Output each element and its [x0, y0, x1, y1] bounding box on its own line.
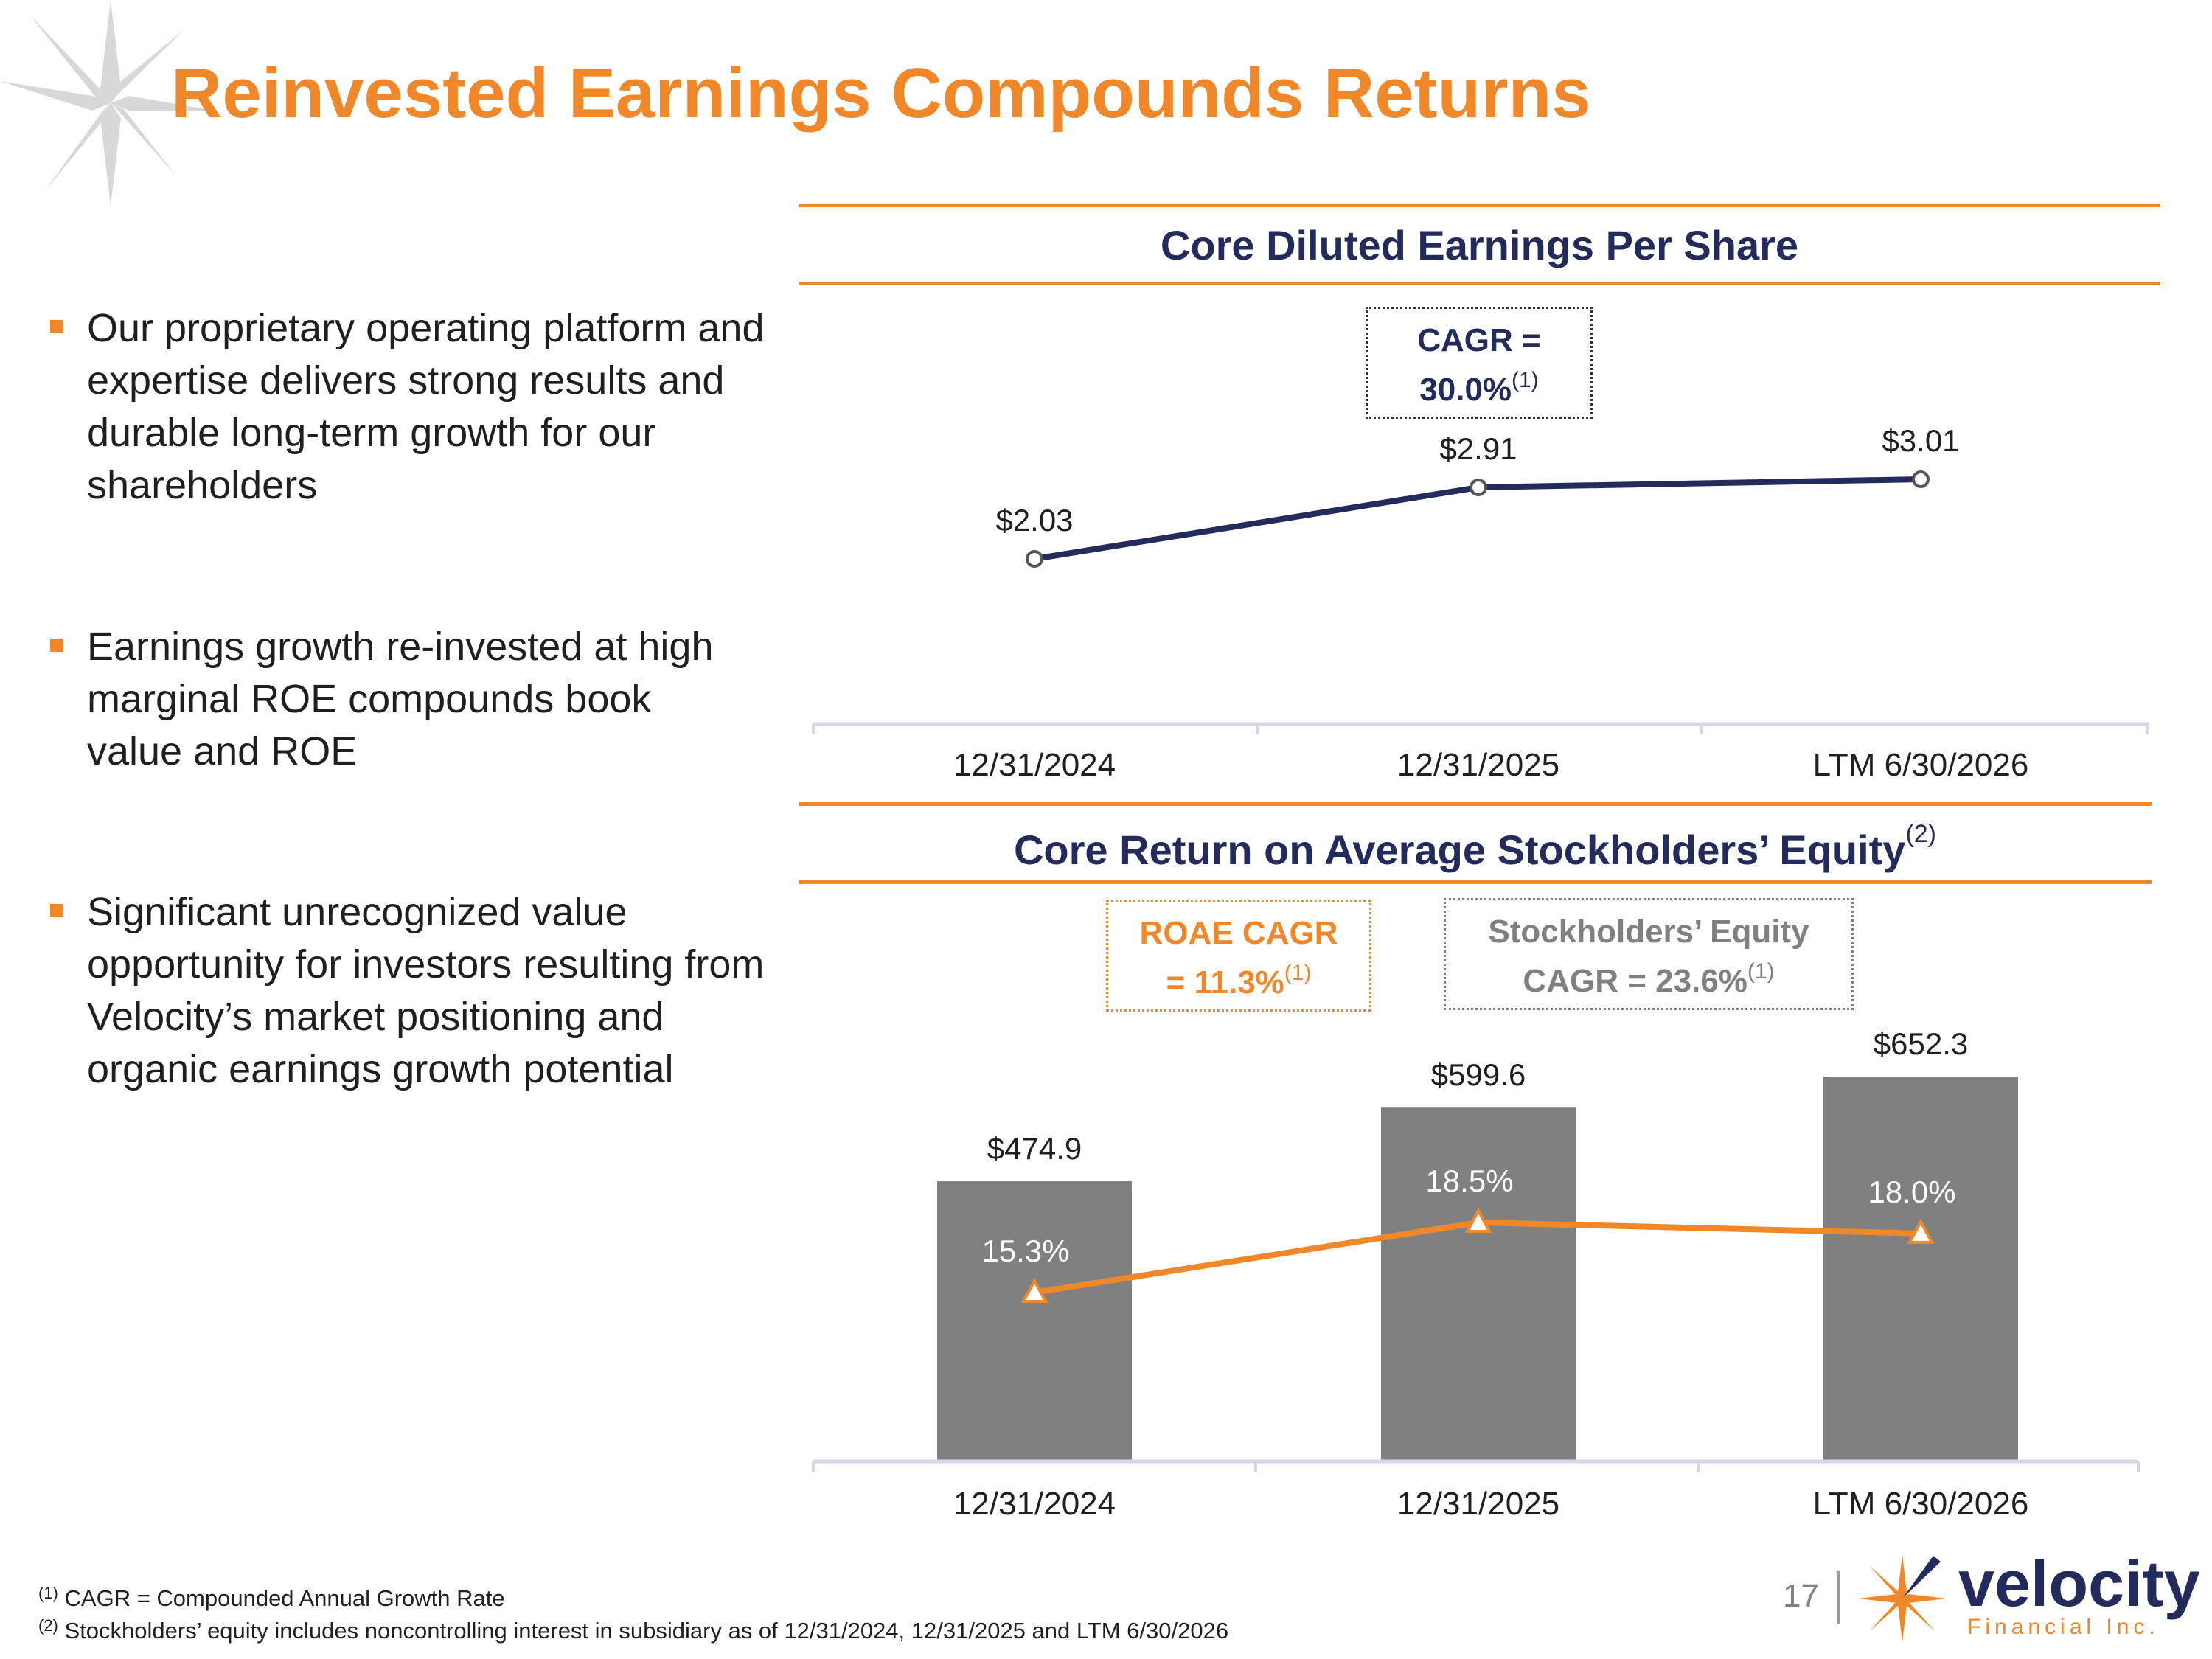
equity-cagr-label: Stockholders’ Equity [1488, 914, 1809, 950]
roae-cagr-note: (1) [1284, 961, 1312, 985]
roae-equity-bar [1381, 1107, 1576, 1461]
footnote-2-mark: (2) [38, 1616, 58, 1635]
roae-data-point [1907, 1218, 1935, 1244]
roae-category-label: 12/31/2024 [953, 1486, 1116, 1522]
velocity-star-logo-icon [1858, 1554, 1947, 1643]
footnote-1-text: CAGR = Compounded Annual Growth Rate [64, 1585, 505, 1611]
bullet-text: Earnings growth re-invested at high marg… [87, 625, 714, 773]
roae-cagr-box: ROAE CAGR = 11.3%(1) [1106, 900, 1371, 1012]
footnote-1-mark: (1) [38, 1584, 58, 1602]
roae-cagr-value-line: = 11.3%(1) [1108, 953, 1369, 1003]
eps-cagr-value: 30.0% [1419, 372, 1512, 408]
bullet-square-icon [50, 320, 63, 333]
footnote-2-text: Stockholders’ equity includes noncontrol… [64, 1618, 1229, 1644]
page-number: 17 [1783, 1578, 1819, 1614]
roae-data-label: 15.3% [981, 1234, 1069, 1268]
page-title: Reinvested Earnings Compounds Returns [171, 54, 1591, 133]
bullet-text: Significant unrecognized value opportuni… [87, 890, 765, 1091]
roae-cagr-value: = 11.3% [1166, 964, 1284, 1001]
roae-bottom-rule [799, 880, 2152, 884]
roae-section-title: Core Return on Average Stockholders’ Equ… [799, 820, 2152, 874]
equity-cagr-value: CAGR = 23.6% [1523, 963, 1747, 999]
eps-data-point [1026, 550, 1043, 568]
footnote-2: (2) Stockholders’ equity includes noncon… [38, 1616, 1228, 1644]
roae-data-point [1020, 1277, 1048, 1303]
roae-equity-label: $599.6 [1431, 1057, 1526, 1092]
bullet-text: Our proprietary operating platform and e… [87, 306, 765, 507]
eps-data-point [1912, 470, 1930, 488]
equity-cagr-value-line: CAGR = 23.6%(1) [1446, 952, 1851, 1001]
eps-top-rule [799, 204, 2160, 207]
eps-category-label: 12/31/2025 [1397, 747, 1559, 783]
roae-equity-bar [937, 1181, 1132, 1461]
roae-title-text: Core Return on Average Stockholders’ Equ… [1013, 827, 1906, 873]
roae-category-label: 12/31/2025 [1397, 1486, 1559, 1522]
roae-data-point [1464, 1207, 1492, 1233]
roae-equity-label: $652.3 [1874, 1026, 1968, 1061]
roae-equity-label: $474.9 [987, 1131, 1082, 1166]
logo-wordmark: velocity [1958, 1547, 2200, 1620]
page-divider [1837, 1571, 1840, 1624]
equity-cagr-note: (1) [1747, 959, 1775, 984]
roae-data-label: 18.5% [1425, 1164, 1513, 1198]
eps-data-label: $3.01 [1882, 423, 1959, 458]
roae-data-label: 18.0% [1868, 1175, 1955, 1209]
star-decoration-icon [0, 0, 214, 206]
eps-data-label: $2.91 [1439, 431, 1517, 466]
eps-category-label: 12/31/2024 [953, 747, 1116, 783]
roae-cagr-label: ROAE CAGR [1139, 915, 1338, 951]
roae-equity-bar [1823, 1077, 2018, 1461]
roae-category-label: LTM 6/30/2026 [1813, 1486, 2029, 1522]
bullet-square-icon [50, 639, 63, 652]
eps-cagr-value-line: 30.0%(1) [1368, 361, 1590, 410]
eps-data-point [1470, 479, 1487, 497]
bullet-square-icon [50, 904, 63, 917]
eps-cagr-label: CAGR = [1417, 322, 1541, 358]
logo-subtitle: Financial Inc. [1967, 1615, 2160, 1639]
eps-section-title: Core Diluted Earnings Per Share [1160, 222, 1799, 268]
roae-title-note: (2) [1905, 820, 1936, 848]
eps-data-label: $2.03 [995, 503, 1073, 538]
roae-top-rule [799, 802, 2152, 806]
footnote-1: (1) CAGR = Compounded Annual Growth Rate [38, 1584, 505, 1612]
eps-cagr-note: (1) [1512, 368, 1539, 392]
eps-cagr-box: CAGR = 30.0%(1) [1366, 307, 1593, 419]
eps-bottom-rule [799, 282, 2160, 285]
equity-cagr-box: Stockholders’ Equity CAGR = 23.6%(1) [1444, 898, 1854, 1010]
eps-category-label: LTM 6/30/2026 [1813, 747, 2029, 783]
